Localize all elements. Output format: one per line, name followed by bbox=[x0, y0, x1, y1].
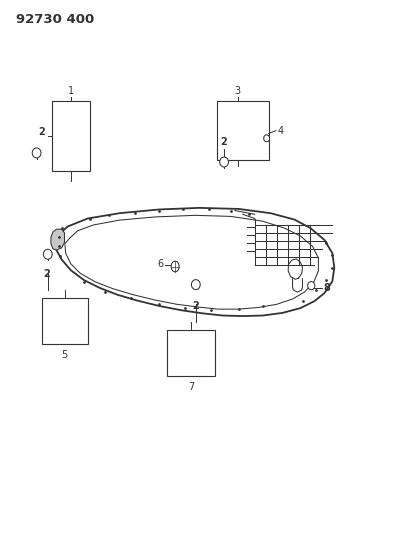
Ellipse shape bbox=[32, 148, 41, 158]
Text: 7: 7 bbox=[188, 382, 194, 392]
Text: 6: 6 bbox=[158, 259, 164, 269]
Text: 2: 2 bbox=[193, 302, 199, 311]
Ellipse shape bbox=[264, 135, 270, 142]
Ellipse shape bbox=[220, 157, 228, 167]
Ellipse shape bbox=[308, 281, 315, 290]
Text: 1: 1 bbox=[68, 86, 74, 96]
Text: 2: 2 bbox=[221, 138, 227, 147]
Bar bbox=[217, 101, 269, 160]
Bar bbox=[167, 330, 215, 376]
Text: 3: 3 bbox=[234, 86, 241, 96]
Text: 2: 2 bbox=[43, 270, 50, 279]
Text: 2: 2 bbox=[38, 127, 45, 138]
Polygon shape bbox=[51, 229, 64, 250]
Bar bbox=[42, 298, 88, 344]
Bar bbox=[52, 101, 90, 171]
Ellipse shape bbox=[191, 280, 200, 289]
Ellipse shape bbox=[43, 249, 52, 259]
Circle shape bbox=[171, 261, 179, 272]
Text: 5: 5 bbox=[62, 350, 68, 360]
Text: 4: 4 bbox=[277, 126, 283, 135]
Text: 8: 8 bbox=[323, 283, 330, 293]
Text: 92730 400: 92730 400 bbox=[16, 13, 94, 26]
